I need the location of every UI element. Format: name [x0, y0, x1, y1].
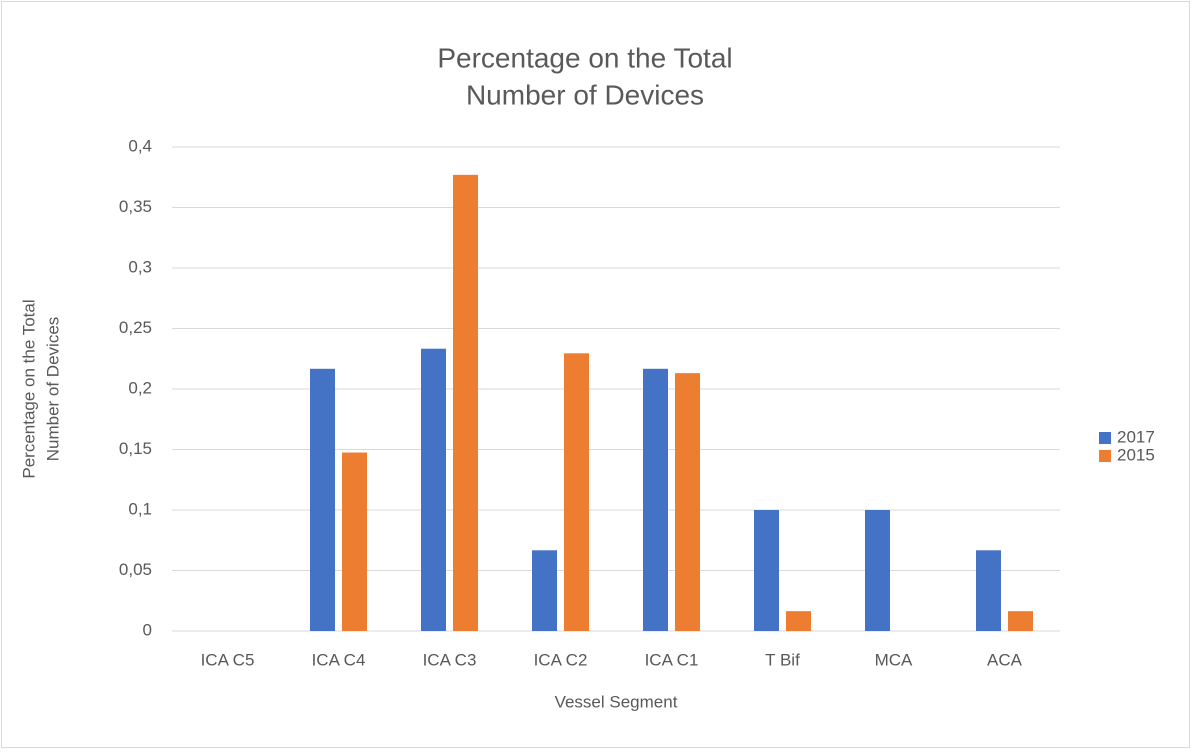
y-tick-label: 0,15 — [119, 439, 152, 458]
x-tick-label: MCA — [875, 650, 913, 669]
bar — [786, 611, 811, 631]
bar — [865, 510, 890, 631]
bar — [754, 510, 779, 631]
bar — [342, 452, 367, 631]
chart-title: Percentage on the Total — [437, 42, 732, 73]
x-tick-label: T Bif — [765, 650, 800, 669]
bar — [643, 368, 668, 631]
chart-title: Number of Devices — [466, 79, 704, 110]
bar — [532, 550, 557, 631]
y-tick-label: 0,25 — [119, 318, 152, 337]
x-tick-label: ICA C1 — [645, 650, 699, 669]
x-axis-label: Vessel Segment — [555, 692, 678, 711]
x-tick-label: ICA C4 — [312, 650, 366, 669]
y-axis-label: Percentage on the Total — [19, 299, 38, 478]
bar — [453, 174, 478, 631]
y-tick-label: 0,3 — [128, 257, 152, 276]
y-axis-label: Number of Devices — [43, 317, 62, 462]
y-tick-label: 0,05 — [119, 560, 152, 579]
legend-swatch — [1099, 432, 1111, 444]
x-tick-label: ICA C2 — [534, 650, 588, 669]
x-tick-label: ACA — [987, 650, 1023, 669]
x-tick-label: ICA C5 — [201, 650, 255, 669]
legend-swatch — [1099, 450, 1111, 462]
bar — [421, 348, 446, 631]
legend-label: 2017 — [1117, 427, 1155, 446]
y-tick-label: 0,4 — [128, 136, 152, 155]
y-tick-label: 0,2 — [128, 378, 152, 397]
y-tick-label: 0 — [143, 620, 152, 639]
bar — [1008, 611, 1033, 631]
y-tick-label: 0,1 — [128, 499, 152, 518]
bar — [675, 373, 700, 631]
legend-label: 2015 — [1117, 445, 1155, 464]
y-tick-label: 0,35 — [119, 197, 152, 216]
bar — [564, 353, 589, 631]
bar — [310, 368, 335, 631]
x-tick-label: ICA C3 — [423, 650, 477, 669]
bar — [976, 550, 1001, 631]
